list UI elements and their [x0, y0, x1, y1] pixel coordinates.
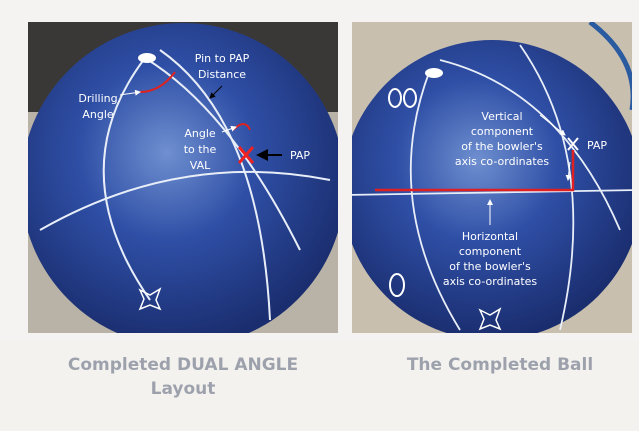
- photo-label: of the bowler's: [461, 140, 543, 153]
- figure: Pin to PAP Distance Drilling Angle Angle to t…: [0, 0, 639, 431]
- photo-label: axis co-ordinates: [455, 155, 550, 168]
- photo-label: PAP: [290, 149, 310, 162]
- photo-label: to the: [184, 143, 217, 156]
- photo-label: component: [459, 245, 522, 258]
- photo-label: Vertical: [481, 110, 522, 123]
- photo-label: Horizontal: [462, 230, 518, 243]
- photo-label: Distance: [198, 68, 246, 81]
- left-photo: [21, 22, 345, 347]
- photo-label: axis co-ordinates: [443, 275, 538, 288]
- photo-label: of the bowler's: [449, 260, 531, 273]
- page: Pin to PAP Distance Drilling Angle Angle to t…: [0, 0, 639, 431]
- photo-label: Drilling: [78, 92, 117, 105]
- photo-label: PAP: [587, 139, 607, 152]
- photo-label: Pin to PAP: [195, 52, 250, 65]
- photo-label: Angle: [82, 108, 114, 121]
- right-photo: [342, 22, 639, 340]
- photo-label: VAL: [190, 159, 211, 172]
- photo-label: component: [471, 125, 534, 138]
- photo-label: Angle: [184, 127, 216, 140]
